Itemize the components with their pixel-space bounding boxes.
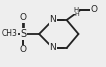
Text: O: O xyxy=(91,5,98,14)
Text: O: O xyxy=(20,45,27,54)
Text: N: N xyxy=(50,15,56,25)
Text: H: H xyxy=(73,7,78,13)
Text: S: S xyxy=(20,29,26,39)
Text: O: O xyxy=(20,13,27,23)
Text: H: H xyxy=(75,12,79,17)
Text: CH3: CH3 xyxy=(2,29,18,39)
Text: N: N xyxy=(50,43,56,53)
